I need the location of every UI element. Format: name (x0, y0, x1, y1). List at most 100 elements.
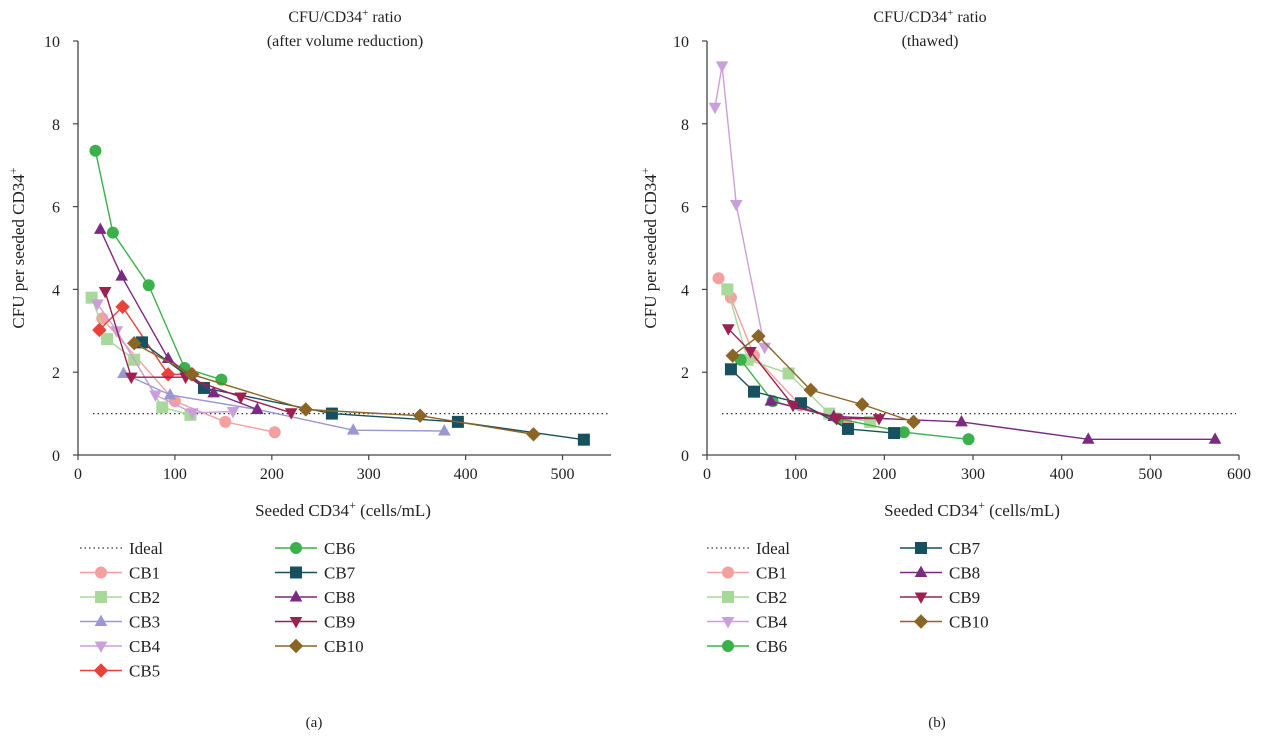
data-point (724, 363, 737, 376)
series-cb10 (127, 336, 541, 442)
data-point (268, 426, 281, 439)
series-cb8 (93, 222, 264, 414)
legend-label: CB6 (324, 539, 355, 558)
data-point (115, 299, 130, 314)
legend-label: CB8 (324, 588, 355, 607)
data-point (186, 408, 199, 420)
panel-a-x-axis-label: Seeded CD34+ (cells/mL) (255, 498, 431, 520)
data-point (721, 283, 734, 296)
data-point (906, 414, 921, 430)
legend-label: CB6 (756, 637, 787, 656)
legend-label: CB1 (756, 564, 787, 583)
x-tick-label: 300 (961, 466, 985, 483)
data-point (888, 427, 901, 440)
panel-a-label: (a) (306, 715, 323, 731)
legend-item-cb2: CB2 (707, 588, 787, 607)
legend-swatch-marker (722, 591, 734, 603)
legend-swatch-marker (722, 640, 734, 652)
panel-a-axes: 0 100 200 300 400 500 0 2 4 6 8 10 (44, 34, 611, 483)
data-point (841, 422, 854, 435)
panel-b-plot (708, 61, 1236, 446)
legend-item-cb6: CB6 (275, 539, 355, 558)
legend-swatch-marker (290, 542, 302, 554)
data-point (897, 426, 910, 439)
y-tick-label: 6 (681, 200, 689, 217)
legend-item-cb7: CB7 (275, 564, 356, 583)
data-point (106, 226, 119, 239)
legend-label: CB7 (324, 564, 356, 583)
legend-item-cb8: CB8 (275, 588, 355, 607)
series-line (717, 277, 847, 424)
data-point (89, 144, 102, 157)
y-tick-label: 2 (681, 365, 689, 382)
legend-item-cb9: CB9 (900, 588, 980, 607)
data-point (234, 392, 248, 404)
data-point (219, 415, 232, 428)
legend-label: CB2 (129, 588, 160, 607)
data-point (872, 414, 886, 426)
legend-item-cb5: CB5 (80, 662, 160, 681)
data-point (184, 367, 199, 382)
y-tick-label: 6 (52, 200, 60, 217)
series-cb7 (135, 336, 590, 446)
data-point (98, 286, 112, 299)
data-point (729, 200, 743, 212)
series-cb6 (89, 144, 228, 386)
panel-a-y-axis-label: CFU per seeded CD34+ (6, 167, 28, 328)
y-tick-label: 10 (44, 34, 60, 51)
legend-swatch-marker (914, 565, 928, 577)
data-point (149, 390, 162, 402)
data-point (830, 414, 843, 426)
series-line (104, 291, 292, 414)
data-point (115, 269, 128, 281)
data-point (721, 324, 735, 336)
legend-item-cb2: CB2 (80, 588, 160, 607)
legend-label: CB8 (949, 564, 980, 583)
y-tick-label: 4 (52, 282, 60, 299)
y-tick-label: 4 (681, 282, 689, 299)
legend-label: CB4 (129, 637, 161, 656)
legend-item-cb6: CB6 (707, 637, 787, 656)
legend-label: Ideal (756, 539, 790, 558)
legend-label: Ideal (129, 539, 163, 558)
data-point (127, 336, 142, 351)
panel-a-plot (85, 144, 608, 446)
data-point (101, 333, 114, 346)
legend-label: CB7 (949, 539, 981, 558)
data-point (715, 61, 729, 73)
data-point (803, 382, 818, 398)
legend-label: CB3 (129, 613, 160, 632)
data-point (226, 407, 240, 419)
legend-swatch-marker (290, 566, 302, 579)
legend-swatch-marker (913, 614, 929, 629)
x-tick-label: 500 (1138, 466, 1162, 483)
panel-b: CFU/CD34+ ratio (thawed) CFU per seeded … (638, 7, 1251, 731)
legend-item-cb4: CB4 (707, 613, 788, 632)
legend-label: CB9 (324, 613, 355, 632)
legend-swatch-marker (915, 542, 927, 554)
y-tick-label: 0 (681, 448, 689, 465)
data-point (708, 102, 722, 115)
x-tick-label: 500 (551, 466, 575, 483)
legend-item-cb1: CB1 (707, 564, 787, 583)
data-point (725, 348, 740, 363)
legend-item-ideal: Ideal (80, 539, 163, 558)
legend-item-cb3: CB3 (80, 613, 160, 632)
panel-b-axes: 0 100 200 300 400 500 600 0 2 4 6 8 10 (673, 34, 1251, 483)
legend-swatch-marker (722, 566, 734, 579)
data-point (758, 342, 771, 355)
data-point (91, 299, 104, 311)
legend-label: CB5 (129, 662, 160, 681)
series-line (714, 65, 766, 348)
data-point (751, 328, 766, 344)
data-point (1081, 432, 1095, 444)
legend-swatch-marker (289, 590, 303, 602)
data-point (412, 408, 428, 423)
legend-swatch-marker (93, 663, 109, 678)
x-tick-label: 100 (784, 466, 808, 483)
legend-item-ideal: Ideal (707, 539, 790, 558)
panel-b-legend: Ideal CB1 CB2 CB4 CB6 CB7 CB8 CB9 CB10 (707, 539, 989, 656)
legend-item-cb9: CB9 (275, 613, 355, 632)
legend-swatch-marker (288, 638, 304, 654)
